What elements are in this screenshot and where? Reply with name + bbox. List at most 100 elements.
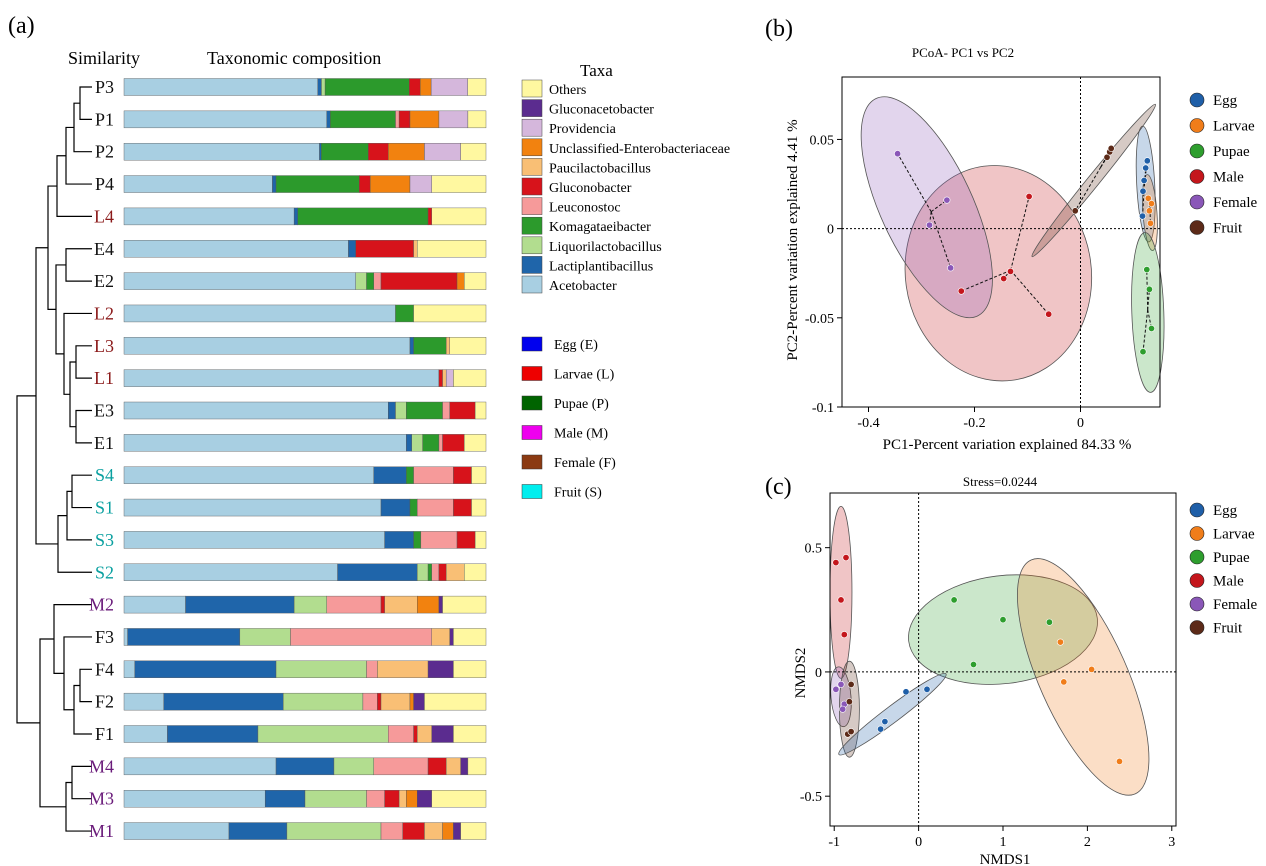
bar-segment-acetobacter xyxy=(123,595,186,614)
dendrogram-link xyxy=(69,361,76,428)
bar-row-p3: P3 xyxy=(95,77,487,97)
bar-segment-komagataeibacter xyxy=(297,207,429,226)
bar-segment-liquorilactobacillus xyxy=(275,660,367,678)
bar-segment-paucilactobacillus xyxy=(445,757,461,776)
similarity-dendrogram xyxy=(16,86,92,832)
nmds-x-tick-label: 2 xyxy=(1084,835,1091,850)
bar-segment-others xyxy=(471,466,487,484)
bar-segment-leuconostoc xyxy=(380,822,403,840)
pcoa-spider-line-pupae xyxy=(1142,309,1149,352)
dendrogram-branch xyxy=(75,345,92,379)
dendrogram-branch xyxy=(39,638,66,808)
bar-segment-lactiplantibacillus xyxy=(337,563,418,581)
bar-segment-others xyxy=(417,240,487,258)
bar-segment-acetobacter xyxy=(123,337,411,355)
sample-label: P1 xyxy=(95,109,114,129)
bar-segment-leuconostoc xyxy=(442,401,450,420)
pcoa-x-tick-label: -0.4 xyxy=(857,416,879,431)
pcoa-legend-item-egg: Egg xyxy=(1189,92,1238,109)
bar-segment-komagataeibacter xyxy=(427,563,432,581)
bar-segment-leuconostoc xyxy=(438,434,443,452)
nmds-point-egg xyxy=(923,685,931,693)
bar-segment-paucilactobacillus xyxy=(398,790,407,808)
sample-label: F3 xyxy=(95,627,114,647)
bar-segment-lactiplantibacillus xyxy=(134,660,277,678)
bar-segment-komagataeibacter xyxy=(413,337,447,355)
nmds-point-male xyxy=(842,554,850,562)
pcoa-point-larvae xyxy=(1148,200,1156,208)
pcoa-ellipse-fruit xyxy=(1031,103,1156,258)
nmds-ellipse-larvae xyxy=(1016,558,1150,796)
pcoa-point-pupae xyxy=(1143,266,1151,274)
taxa-legend-label: Gluconobacter xyxy=(549,181,632,196)
nmds-point-female xyxy=(837,680,845,688)
bar-segment-leuconostoc xyxy=(431,563,440,581)
dendrogram-branch xyxy=(75,409,92,444)
bar-segment-others xyxy=(460,142,487,161)
group-legend-swatch xyxy=(521,454,543,470)
bar-segment-others xyxy=(453,369,487,387)
dendrogram-branch xyxy=(63,636,92,711)
sample-label: L3 xyxy=(94,336,114,356)
bar-row-e4: E4 xyxy=(94,239,487,259)
bar-segment-others xyxy=(424,692,487,711)
bar-segment-lactiplantibacillus xyxy=(272,175,277,193)
nmds-point-pupae xyxy=(999,616,1007,624)
bar-segment-leuconostoc xyxy=(388,725,414,743)
bar-segment-lactiplantibacillus xyxy=(167,725,259,743)
bar-row-l4: L4 xyxy=(94,206,487,226)
pcoa-spider-line-egg xyxy=(1144,160,1148,184)
bar-row-f3: F3 xyxy=(95,627,487,647)
bar-segment-lactiplantibacillus xyxy=(228,822,288,840)
pcoa-point-male xyxy=(957,287,965,295)
bar-row-l2: L2 xyxy=(94,303,487,323)
taxa-legend-label: Paucilactobacillus xyxy=(549,161,651,176)
bar-segment-gluconobacter xyxy=(449,401,476,420)
pcoa-legend-label: Fruit xyxy=(1213,221,1243,237)
bar-row-m4: M4 xyxy=(89,756,487,776)
bar-row-e3: E3 xyxy=(94,401,487,421)
pcoa-plot: -0.4 -0.2 0 0.05 0 -0.05 -0.1 xyxy=(805,76,1165,431)
bar-segment-acetobacter xyxy=(123,466,374,484)
nmds-point-pupae xyxy=(950,596,958,604)
bar-segment-gluconobacter xyxy=(442,434,465,452)
bar-row-m2: M2 xyxy=(89,595,487,615)
bar-segment-others xyxy=(413,304,487,323)
bar-segment-komagataeibacter xyxy=(366,272,374,290)
taxa-legend-label: Others xyxy=(549,83,586,98)
nmds-point-male xyxy=(837,596,845,604)
pcoa-legend-item-male: Male xyxy=(1189,169,1244,186)
nmds-legend-marker xyxy=(1189,596,1205,612)
nmds-legend-marker xyxy=(1189,526,1205,541)
sample-label: E3 xyxy=(94,401,114,421)
nmds-point-fruit xyxy=(847,728,855,736)
taxa-legend-item-acetobacter: Acetobacter xyxy=(521,275,617,294)
bar-segment-others xyxy=(467,757,487,776)
pcoa-legend-label: Egg xyxy=(1213,93,1238,109)
nmds-y-tick-label: 0 xyxy=(815,666,822,681)
nmds-legend-label: Male xyxy=(1213,574,1244,590)
pcoa-point-male xyxy=(1006,267,1014,275)
bar-segment-lactiplantibacillus xyxy=(264,790,306,808)
group-legend-item-female-f: Female (F) xyxy=(521,454,616,471)
bar-segment-paucilactobacillus xyxy=(424,822,443,840)
pcoa-title: PCoA- PC1 vs PC2 xyxy=(912,45,1014,60)
dendrogram-branch xyxy=(63,312,92,395)
pcoa-point-egg xyxy=(1139,187,1147,195)
sample-label: E4 xyxy=(94,239,114,259)
dendrogram-link xyxy=(65,126,92,185)
bar-row-s2: S2 xyxy=(95,562,487,582)
bar-segment-lactiplantibacillus xyxy=(293,207,298,226)
pcoa-legend-marker xyxy=(1189,118,1205,133)
taxa-legend-item-others: Others xyxy=(521,79,586,98)
taxa-legend-swatch xyxy=(521,118,543,137)
bar-segment-acetobacter xyxy=(123,110,327,129)
bar-segment-lactiplantibacillus xyxy=(380,498,411,517)
nmds-point-egg xyxy=(877,725,885,733)
group-legend-label: Larvae (L) xyxy=(554,368,615,383)
bar-segment-gluconobacter xyxy=(380,595,385,614)
nmds-point-egg xyxy=(881,718,889,726)
bar-segment-liquorilactobacillus xyxy=(283,692,364,711)
taxa-legend-swatch xyxy=(521,177,543,196)
